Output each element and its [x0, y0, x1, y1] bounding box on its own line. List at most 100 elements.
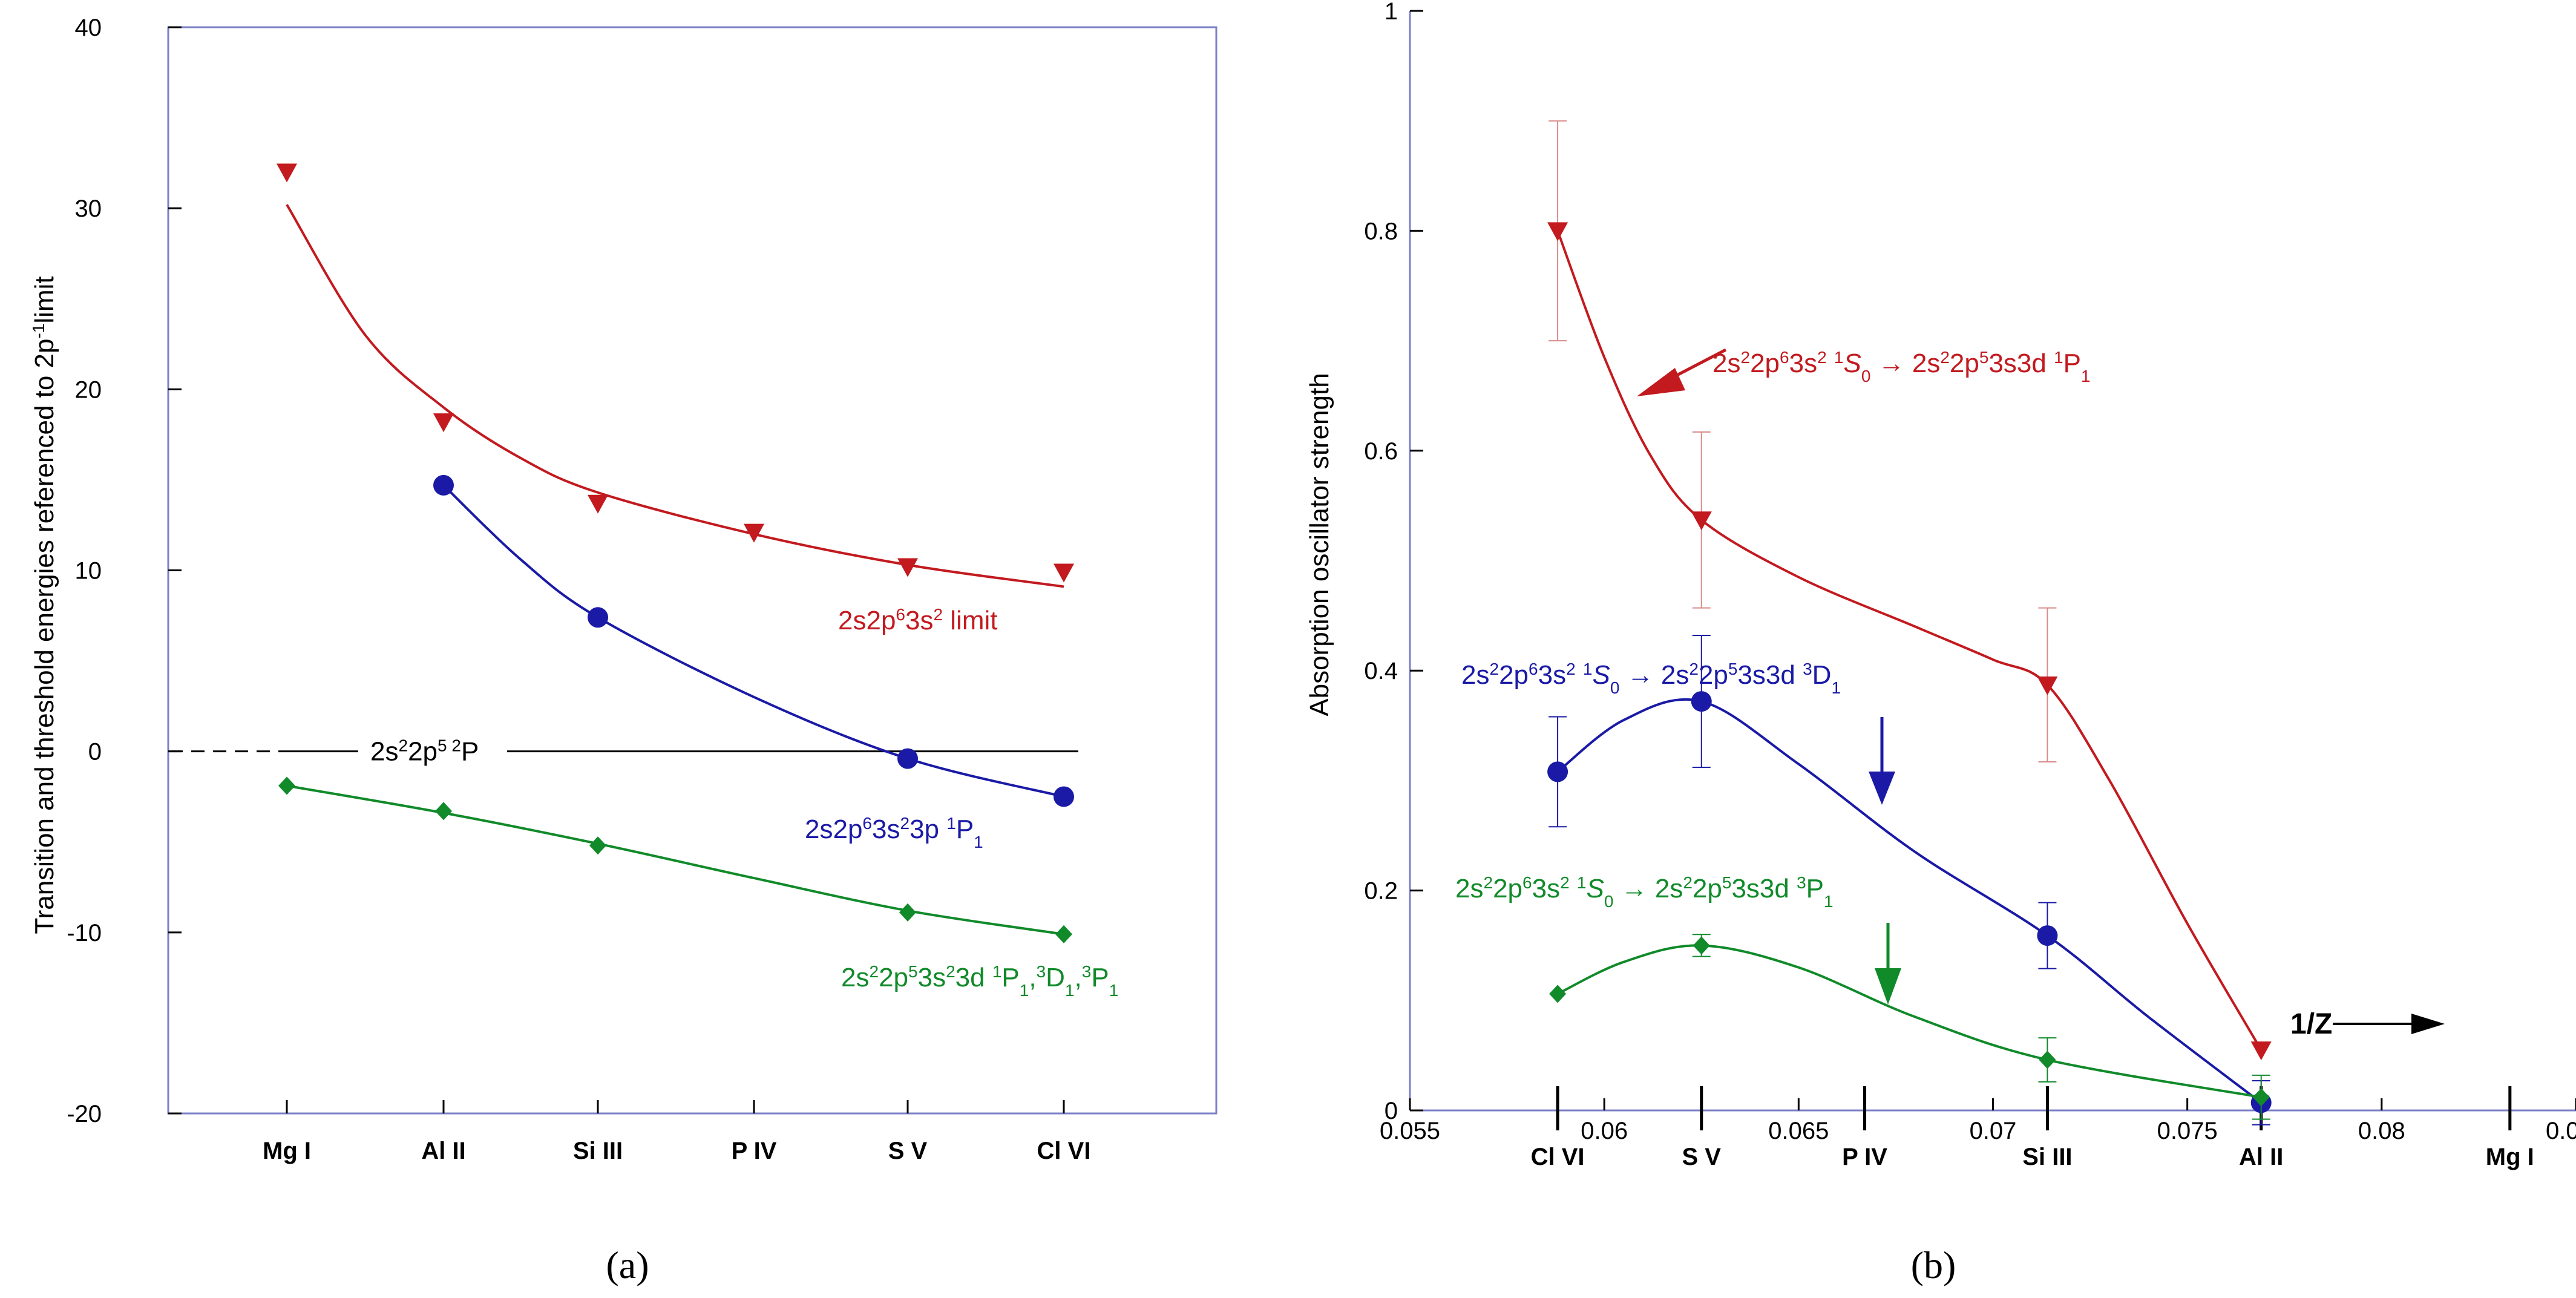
x-tick-label-b: 0.075	[2157, 1118, 2218, 1144]
data-point-a	[588, 607, 608, 628]
y-tick-label-b: 0.2	[1364, 878, 1398, 905]
panel-label-a: (a)	[606, 1244, 649, 1287]
series-label-a-part: 1	[1109, 981, 1119, 1000]
data-point-a	[744, 523, 764, 543]
x-tick-label-b: 0.08	[2358, 1118, 2405, 1144]
series-label-a-part: ,	[1029, 963, 1036, 992]
series-label-a-part: 3s	[905, 606, 933, 635]
series-label-b-part: 2p	[1493, 874, 1522, 903]
series-label-b-part: 2p	[1750, 349, 1780, 378]
reference-line-label: 2s22p5 2P	[370, 736, 479, 767]
series-label-b-part: 5	[1728, 660, 1738, 678]
series-label-a-part: 6	[896, 605, 905, 624]
series-label-a-part: ,	[1075, 963, 1082, 992]
data-point-b	[1549, 985, 1567, 1003]
series-label-b-part: 0	[1861, 367, 1871, 385]
series-label-b-part: 3s3d	[1988, 349, 2054, 378]
series-line-b	[1556, 698, 2262, 1104]
series-label-b-part: D	[1812, 660, 1832, 690]
inverse-z-arrow-head	[2411, 1014, 2445, 1034]
series-label-a-part: 2s2p	[838, 606, 896, 635]
series-label-b-part: 2p	[1950, 349, 1979, 378]
series-label-b-part: 6	[1780, 348, 1789, 367]
series-label-b-part: → 2s	[1870, 349, 1940, 378]
series-label-a-part: 2	[869, 962, 879, 981]
series-label-b-part: 2	[1683, 873, 1693, 892]
x-tick-label-b: 0.085	[2546, 1118, 2576, 1144]
y-axis-label-a-part: -1	[29, 324, 48, 339]
y-tick-label-a: 30	[75, 195, 102, 222]
series-label-b-part: 1	[2081, 367, 2091, 385]
y-tick-label-a: -10	[67, 920, 102, 946]
series-label-b-part: 2s	[1455, 874, 1483, 903]
category-label-a: Cl VI	[1037, 1138, 1091, 1164]
series-label-b-part: 3	[1797, 873, 1806, 892]
series-label-a-part: 3d	[955, 963, 992, 992]
series-label-a-part: 3s	[872, 815, 900, 844]
data-point-b	[2037, 676, 2058, 695]
ion-label-b: Mg I	[2486, 1144, 2534, 1170]
series-label-a-part: P	[1091, 963, 1109, 992]
series-label-a-part: 3p	[909, 815, 946, 844]
series-label-a-part: 2s2p	[805, 815, 862, 844]
data-point-b	[2039, 1051, 2056, 1069]
x-tick-label-b: 0.07	[1970, 1118, 2017, 1144]
series-line-a	[286, 784, 1064, 936]
data-point-a	[1054, 563, 1074, 583]
y-axis-label-a: Transition and threshold energies refere…	[29, 276, 60, 934]
series-label-b-part: P	[1806, 874, 1824, 903]
data-point-a	[897, 748, 918, 769]
series-label-a-part: 6	[862, 814, 872, 833]
series-label-b-part: 2	[1689, 660, 1699, 678]
data-point-a	[1054, 786, 1074, 807]
series-label-b-part: 2	[1566, 660, 1576, 678]
series-label-b-part: 2	[1489, 660, 1499, 678]
series-label-b-part: 6	[1529, 660, 1538, 678]
data-point-a	[433, 413, 454, 433]
series-label-b-part: 3s3d	[1737, 660, 1803, 690]
annotation-arrow-head	[1869, 772, 1895, 805]
series-label-a-part: 1	[1065, 981, 1075, 1000]
data-point-b	[2250, 1041, 2272, 1061]
series-label-b-part: 2	[1560, 873, 1570, 892]
series-label-a-part: 2p	[879, 963, 908, 992]
y-tick-label-a: 0	[88, 739, 102, 765]
y-tick-label-b: 0.6	[1364, 438, 1398, 465]
series-label-b-part: 3s	[1538, 660, 1566, 690]
x-tick-label-b: 0.055	[1380, 1118, 1440, 1144]
series-label-b-part: 3s	[1789, 349, 1817, 378]
y-axis-label-a-part: limit	[30, 276, 59, 323]
series-label-b-part: 3s3d	[1731, 874, 1797, 903]
series-label-b-part: 6	[1522, 873, 1532, 892]
series-label-b-part	[1570, 874, 1577, 903]
series-label-a-part: 3s	[918, 963, 946, 992]
series-label-b-part: 2p	[1693, 874, 1722, 903]
series-label-b-part: S	[1586, 874, 1604, 903]
series-label-b: 2s22p63s2 1S0 → 2s22p53s3d 1P1	[1712, 348, 2091, 385]
series-label-a: 2s2p63s2 limit	[838, 605, 998, 636]
category-label-a: Si III	[573, 1138, 623, 1164]
series-label-b-part: 0	[1610, 678, 1620, 697]
series-label-a-part: limit	[943, 606, 997, 635]
data-point-b	[1547, 222, 1568, 241]
chart-panel-a: -20 -10 0 10 20 30 40 Mg I Al II Si III P IV S V Cl …	[29, 15, 1218, 1164]
y-axis-label-a-part: Transition and threshold energies refere…	[30, 339, 59, 934]
ion-label-b: Si III	[2022, 1144, 2072, 1170]
series-label-a-part: 2	[900, 814, 909, 833]
series-label-b-part: → 2s	[1619, 660, 1689, 690]
data-point-a	[435, 802, 452, 821]
y-axis-label-b: Absorption oscillator strength	[1305, 373, 1334, 716]
series-line-a	[286, 204, 1064, 588]
ion-label-b: S V	[1682, 1144, 1722, 1170]
data-point-a	[897, 558, 918, 577]
y-tick-label-b: 0	[1385, 1098, 1398, 1124]
series-label-b-part: 2s	[1461, 660, 1489, 690]
data-point-a	[899, 903, 916, 922]
series-label-b-part: 1	[1577, 873, 1587, 892]
y-tick-label-a: 10	[75, 558, 102, 585]
ion-label-b: Cl VI	[1531, 1144, 1585, 1170]
series-label-b-part: 1	[1824, 892, 1834, 911]
category-label-a: P IV	[732, 1138, 777, 1164]
reference-line-label-part: 2s	[370, 737, 398, 767]
